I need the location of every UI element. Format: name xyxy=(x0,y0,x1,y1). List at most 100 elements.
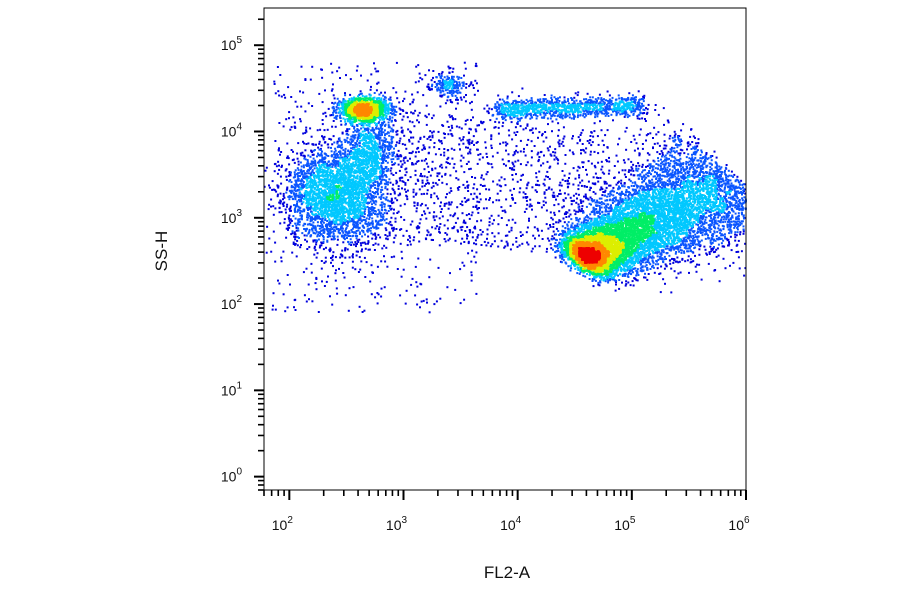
data-point xyxy=(685,239,688,241)
data-point xyxy=(320,233,323,236)
data-point xyxy=(673,130,676,133)
data-point xyxy=(548,186,551,189)
data-point xyxy=(633,138,636,141)
data-point xyxy=(727,181,730,184)
data-point xyxy=(377,187,380,190)
data-point xyxy=(584,193,587,196)
data-point xyxy=(578,209,581,212)
data-point xyxy=(705,233,708,235)
data-point xyxy=(451,126,454,129)
data-point xyxy=(599,120,601,123)
data-point xyxy=(382,131,385,134)
data-point xyxy=(663,133,666,136)
data-point xyxy=(411,277,414,280)
data-point xyxy=(542,200,545,203)
data-point xyxy=(674,151,676,154)
data-point xyxy=(708,225,711,228)
data-point xyxy=(285,188,288,191)
data-point xyxy=(722,218,725,221)
data-point xyxy=(723,188,726,191)
data-point xyxy=(304,149,307,152)
data-point xyxy=(663,175,666,178)
data-point xyxy=(441,89,444,92)
data-point xyxy=(388,207,391,210)
data-point xyxy=(662,260,664,263)
data-point xyxy=(483,184,486,187)
data-point xyxy=(276,185,279,188)
data-point xyxy=(642,100,645,103)
data-point xyxy=(566,211,569,214)
data-point xyxy=(383,244,386,247)
data-point xyxy=(371,222,374,225)
data-point xyxy=(677,137,680,140)
data-point xyxy=(360,92,363,95)
data-point xyxy=(631,271,634,274)
data-point xyxy=(414,162,417,165)
data-point xyxy=(462,183,465,186)
data-point xyxy=(692,234,695,237)
data-point xyxy=(611,278,614,281)
data-point xyxy=(621,184,624,187)
data-point xyxy=(368,216,371,219)
data-point xyxy=(442,124,445,127)
data-point xyxy=(374,187,377,189)
data-point xyxy=(392,124,395,127)
data-point xyxy=(612,186,615,189)
data-point xyxy=(428,182,430,185)
data-point xyxy=(434,153,437,156)
data-point xyxy=(307,154,310,157)
data-point xyxy=(335,111,338,114)
data-point xyxy=(330,261,332,264)
data-point xyxy=(431,83,434,86)
data-point xyxy=(515,240,518,243)
data-point xyxy=(353,144,356,147)
data-point xyxy=(467,190,470,192)
data-point xyxy=(553,158,556,161)
data-point xyxy=(451,101,454,104)
data-point xyxy=(377,81,380,84)
data-point xyxy=(352,253,354,256)
data-point xyxy=(381,175,384,178)
data-point xyxy=(273,80,276,83)
data-point xyxy=(730,231,733,234)
data-point xyxy=(700,278,703,281)
data-point xyxy=(386,212,389,215)
data-point xyxy=(272,213,275,216)
data-point xyxy=(737,250,740,253)
data-point xyxy=(675,178,678,181)
data-point xyxy=(669,249,672,252)
data-point xyxy=(553,211,556,214)
data-point xyxy=(668,164,671,167)
data-point xyxy=(591,211,593,213)
data-point xyxy=(490,144,493,147)
data-point xyxy=(618,137,621,140)
data-point xyxy=(698,253,701,256)
data-point xyxy=(412,188,415,191)
data-point xyxy=(406,159,409,162)
data-point xyxy=(387,131,390,134)
data-point xyxy=(286,227,289,230)
data-point xyxy=(293,192,295,195)
data-point xyxy=(661,250,664,253)
data-point xyxy=(596,204,599,207)
data-point xyxy=(522,196,525,199)
data-point xyxy=(606,99,609,102)
data-point xyxy=(289,209,292,212)
data-point xyxy=(388,152,391,155)
data-point xyxy=(326,228,328,231)
data-point xyxy=(372,209,375,212)
data-point xyxy=(679,157,682,160)
data-point xyxy=(325,154,328,157)
data-point xyxy=(594,166,597,169)
data-point xyxy=(661,181,664,184)
data-point xyxy=(332,265,334,268)
data-point xyxy=(365,129,368,131)
data-point xyxy=(350,241,352,244)
data-point xyxy=(277,160,280,163)
data-point xyxy=(454,221,457,224)
data-point xyxy=(564,231,567,234)
data-point xyxy=(563,192,566,195)
data-point xyxy=(362,218,365,221)
data-point xyxy=(440,163,443,166)
data-point xyxy=(326,239,329,242)
